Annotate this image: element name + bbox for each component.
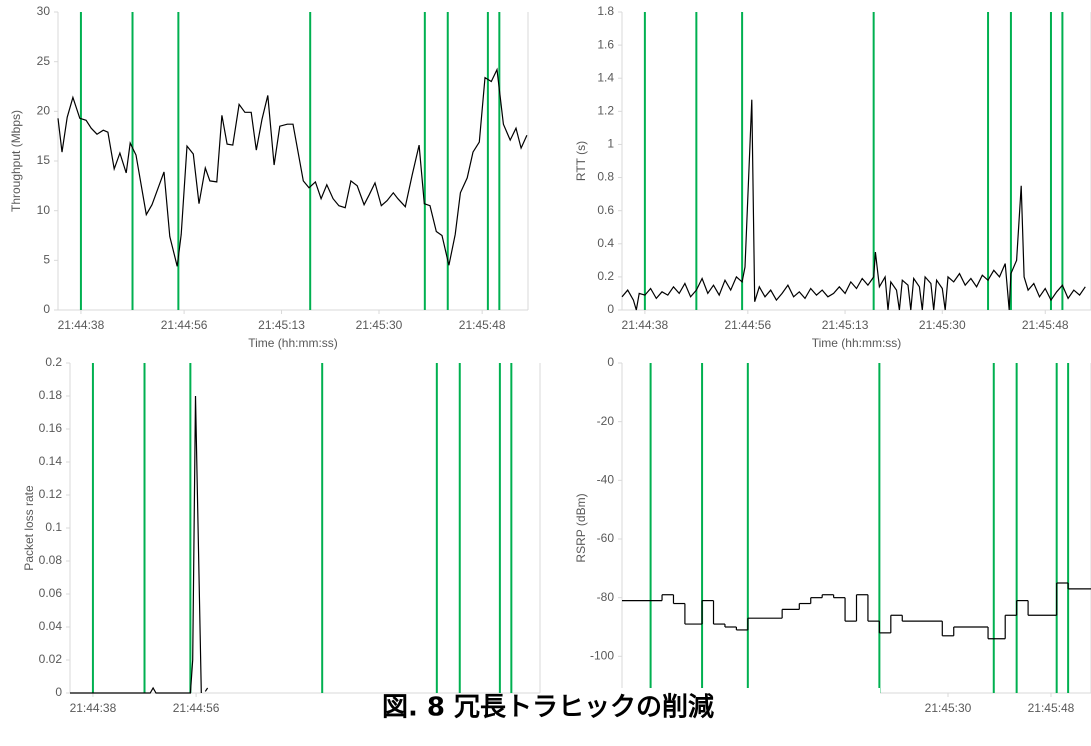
caption-background <box>545 688 880 746</box>
y-axis-title: RTT (s) <box>574 141 588 181</box>
y-tick-label: 0.08 <box>39 553 63 567</box>
y-tick-label: -100 <box>590 649 614 663</box>
x-tick-label: 21:45:13 <box>258 318 305 332</box>
figure-caption: 図. 8 冗長トラヒックの削減 <box>382 693 714 723</box>
y-axis-title: Throughput (Mbps) <box>9 110 23 212</box>
y-tick-label: 1.6 <box>597 37 614 51</box>
y-tick-label: 0.6 <box>597 203 614 217</box>
y-tick-label: -60 <box>597 531 615 545</box>
y-tick-label: 0.02 <box>39 652 63 666</box>
x-tick-label: 21:45:13 <box>822 318 869 332</box>
y-tick-label: 10 <box>37 203 51 217</box>
y-tick-label: 0.04 <box>39 619 63 633</box>
data-line <box>621 99 1086 311</box>
y-tick-label: 0.2 <box>597 269 614 283</box>
x-tick-label: 21:45:48 <box>1022 318 1069 332</box>
x-axis-title: Time (hh:mm:ss) <box>812 336 902 350</box>
x-tick-label: 21:44:38 <box>58 318 105 332</box>
x-tick-label: 21:45:30 <box>356 318 403 332</box>
y-tick-label: 20 <box>37 104 51 118</box>
x-tick-label: 21:44:38 <box>70 701 117 715</box>
y-axis-title: Packet loss rate <box>22 485 36 571</box>
y-tick-label: -20 <box>597 414 615 428</box>
y-tick-label: 25 <box>37 54 51 68</box>
x-tick-label: 21:45:30 <box>919 318 966 332</box>
x-tick-label: 21:45:30 <box>925 701 972 715</box>
x-tick-label: 21:44:38 <box>622 318 669 332</box>
y-tick-label: 0 <box>607 355 614 369</box>
y-tick-label: -80 <box>597 590 615 604</box>
x-tick-label: 21:45:48 <box>1028 701 1075 715</box>
y-tick-label: 1.4 <box>597 70 614 84</box>
data-line <box>70 395 209 694</box>
y-tick-label: 30 <box>37 4 51 18</box>
y-tick-label: 0.18 <box>39 388 63 402</box>
y-tick-label: 1.8 <box>597 4 614 18</box>
y-axis-title: RSRP (dBm) <box>574 493 588 562</box>
x-tick-label: 21:44:56 <box>161 318 208 332</box>
y-tick-label: 0.14 <box>39 454 63 468</box>
y-tick-label: 1.2 <box>597 104 614 118</box>
y-tick-label: 0.2 <box>45 355 62 369</box>
y-tick-label: 5 <box>43 253 50 267</box>
y-tick-label: 0 <box>43 302 50 316</box>
y-tick-label: 0.16 <box>39 421 63 435</box>
y-tick-label: 0.12 <box>39 487 63 501</box>
y-tick-label: 0.4 <box>597 236 614 250</box>
y-tick-label: 0.8 <box>597 170 614 184</box>
x-tick-label: 21:44:56 <box>724 318 771 332</box>
y-tick-label: -40 <box>597 473 615 487</box>
data-line <box>57 67 528 267</box>
y-tick-label: 1 <box>607 137 614 151</box>
x-axis-title: Time (hh:mm:ss) <box>248 336 338 350</box>
y-tick-label: 0.06 <box>39 586 63 600</box>
y-tick-label: 15 <box>37 153 51 167</box>
y-tick-label: 0.1 <box>45 520 62 534</box>
x-tick-label: 21:44:56 <box>173 701 220 715</box>
x-tick-label: 21:45:48 <box>459 318 506 332</box>
y-tick-label: 0 <box>607 302 614 316</box>
caption-background <box>360 698 550 746</box>
y-tick-label: 0 <box>55 685 62 699</box>
